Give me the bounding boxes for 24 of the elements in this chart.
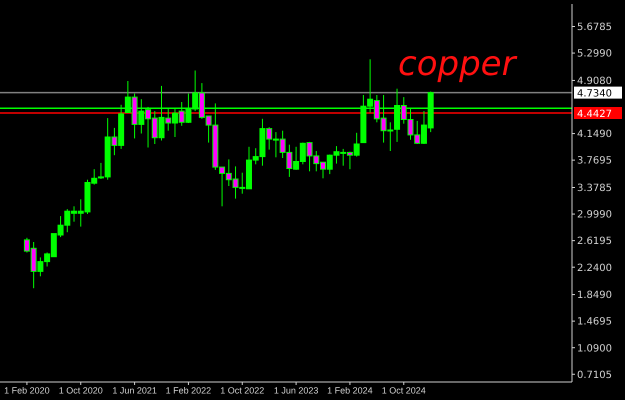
y-tick-label: 1.8490 bbox=[577, 290, 612, 302]
y-tick-label: 1.0900 bbox=[577, 343, 612, 354]
x-tick-label: 1 Feb 2020 bbox=[4, 385, 50, 396]
x-tick-label: 1 Oct 2024 bbox=[382, 385, 426, 396]
y-tick-label: 5.2990 bbox=[577, 48, 612, 60]
y-tick-label: 4.9080 bbox=[577, 76, 612, 87]
y-tick-label: 1.4695 bbox=[577, 316, 612, 328]
y-tick-label: 5.6785 bbox=[577, 22, 612, 34]
x-tick-label: 1 Oct 2020 bbox=[58, 385, 103, 396]
y-tick-label: 0.7105 bbox=[577, 370, 612, 381]
x-tick-label: 1 Feb 2024 bbox=[327, 385, 373, 396]
annotation: copper bbox=[398, 44, 516, 84]
x-tick-label: 1 Feb 2022 bbox=[166, 385, 212, 396]
x-tick-label: 1 Oct 2022 bbox=[220, 385, 264, 396]
y-tick-label: 2.2400 bbox=[577, 262, 612, 274]
y-tick-label: 3.3785 bbox=[577, 183, 612, 194]
y-tick-label: 2.6195 bbox=[577, 236, 612, 248]
y-tick-label: 2.9990 bbox=[577, 210, 612, 221]
x-tick-label: 1 Jun 2021 bbox=[112, 385, 157, 396]
y-tick-label: 3.7695 bbox=[577, 156, 612, 167]
y-tick-label: 4.1490 bbox=[577, 129, 612, 140]
x-tick-label: 1 Jun 2023 bbox=[274, 385, 318, 396]
ref-line-label: 4.4427 bbox=[577, 109, 612, 120]
ref-line-label: 4.7340 bbox=[577, 88, 612, 100]
